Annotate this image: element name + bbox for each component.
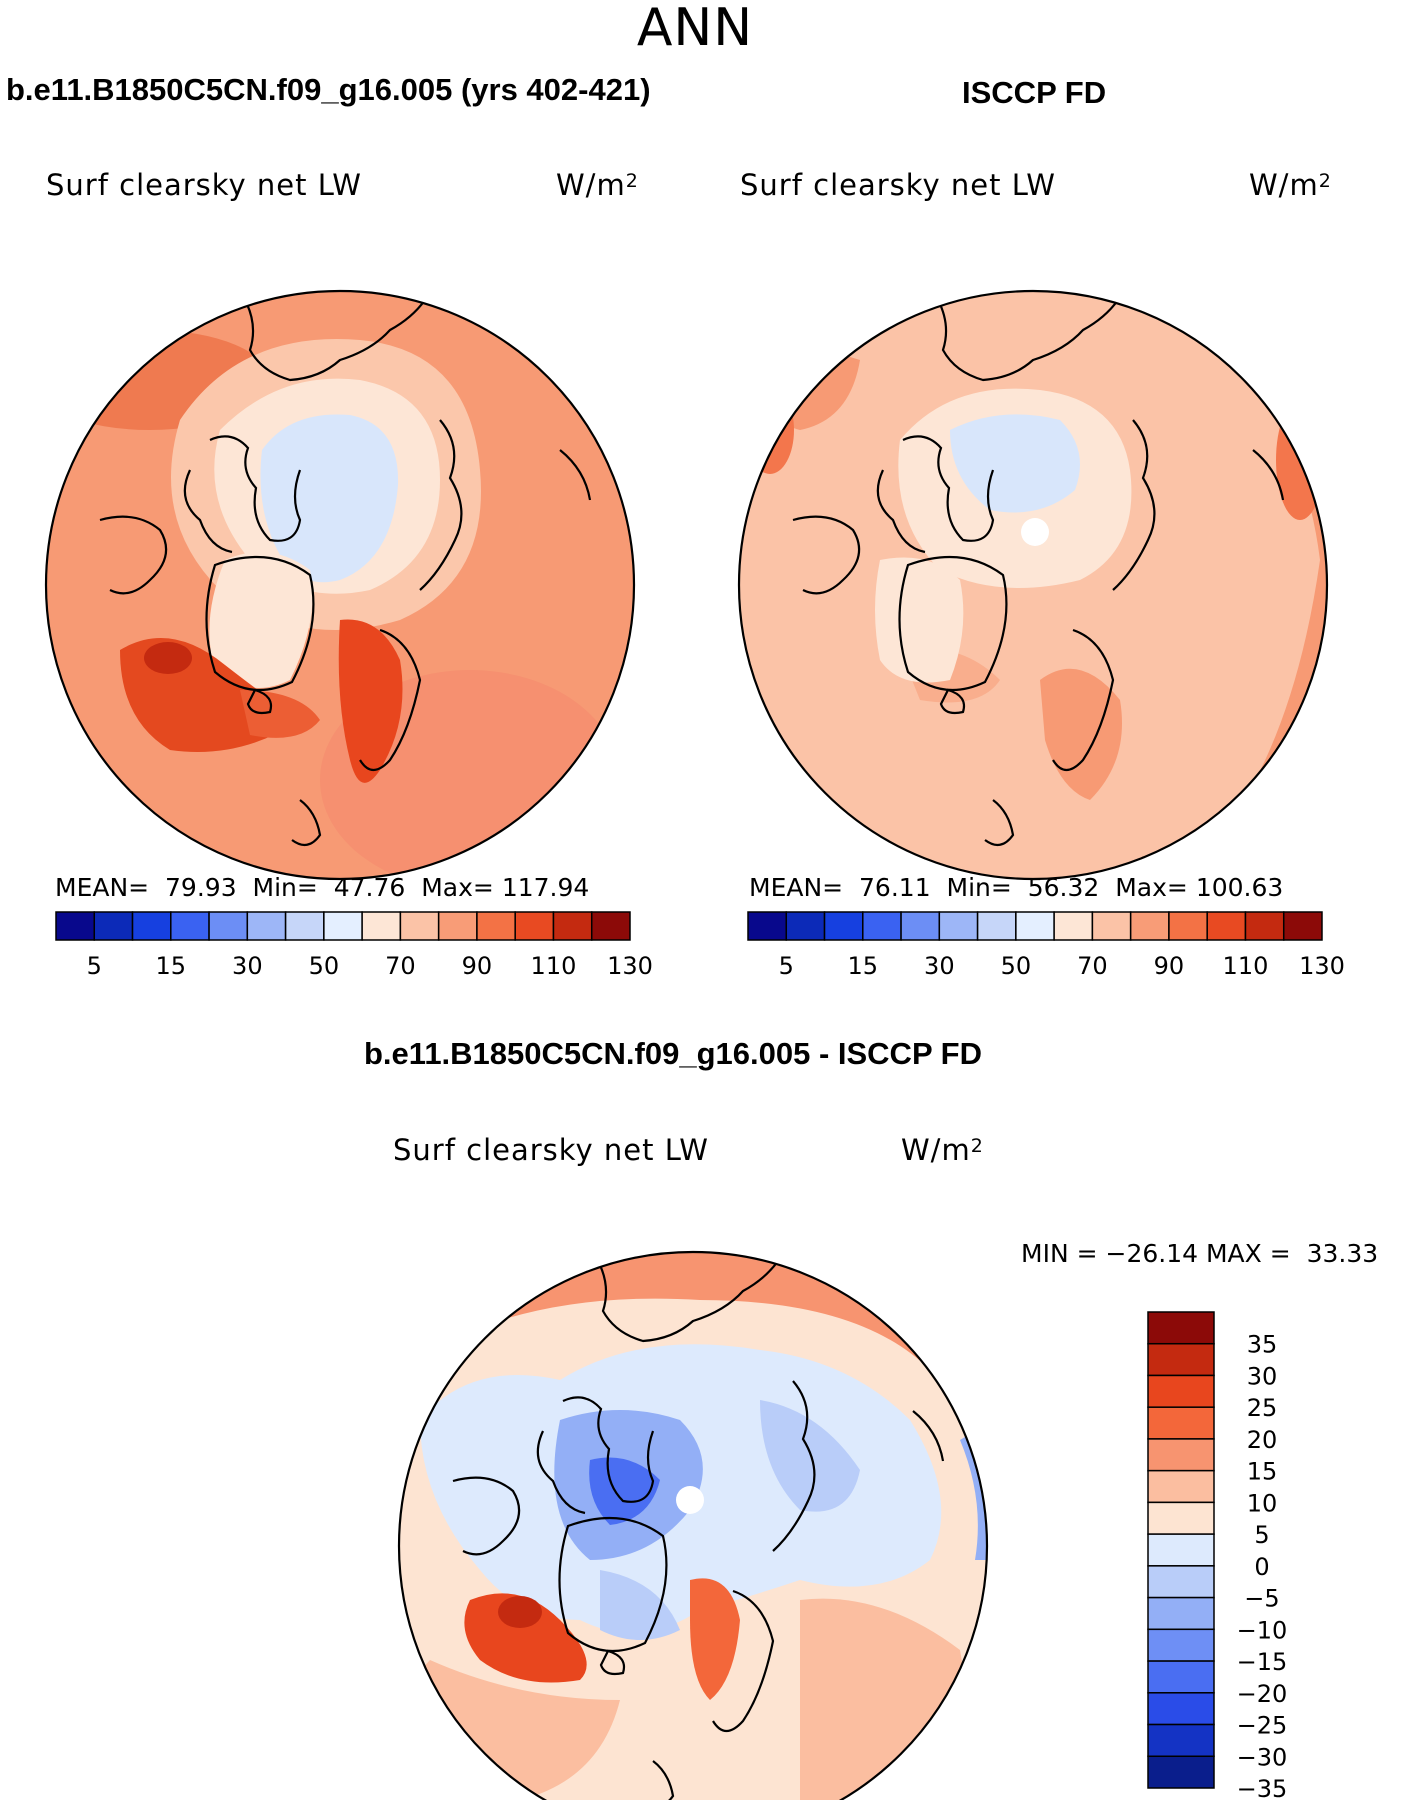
obs-colorbar-tick-label: 110 xyxy=(1223,952,1269,980)
obs-colorbar: 5 15 30 50 70 90 110 130 xyxy=(747,911,1345,980)
obs-colorbar-tick-label: 5 xyxy=(779,952,794,980)
model-colorbar-swatch xyxy=(208,911,249,941)
diff-colorbar-tick-label: −10 xyxy=(1237,1616,1288,1644)
diff-colorbar-tick-label: 25 xyxy=(1247,1394,1278,1422)
diff-colorbar-swatch xyxy=(1147,1501,1215,1535)
obs-colorbar-tick-label: 90 xyxy=(1154,952,1185,980)
diff-minmax: MIN = −26.14 MAX = 33.33 xyxy=(1021,1239,1379,1268)
diff-colorbar-tick-label: 10 xyxy=(1247,1489,1278,1517)
obs-units-label: W/m2 xyxy=(1249,168,1332,202)
diff-colorbar-tick-label: −30 xyxy=(1237,1743,1288,1771)
diff-colorbar-tick-label: 20 xyxy=(1247,1426,1278,1454)
obs-colorbar-swatch xyxy=(823,911,864,941)
diff-colorbar-swatch xyxy=(1147,1723,1215,1758)
model-colorbar-swatch xyxy=(361,911,402,941)
model-colorbar-tick-label: 110 xyxy=(531,952,577,980)
model-colorbar-swatch xyxy=(284,911,325,941)
model-colorbar-tick-label: 130 xyxy=(607,952,653,980)
model-colorbar-swatch xyxy=(399,911,440,941)
obs-colorbar-swatch xyxy=(1244,911,1285,941)
model-stats: MEAN= 79.93 Min= 47.76 Max= 117.94 xyxy=(55,873,590,902)
diff-colorbar-swatch xyxy=(1147,1406,1215,1440)
obs-colorbar-swatch xyxy=(1206,911,1247,941)
diff-colorbar-swatch xyxy=(1147,1628,1215,1662)
obs-colorbar-tick-label: 70 xyxy=(1077,952,1108,980)
diff-colorbar-swatch xyxy=(1147,1660,1215,1694)
model-colorbar-tick-label: 90 xyxy=(462,952,493,980)
obs-colorbar-swatch xyxy=(976,911,1017,941)
model-colorbar-swatch xyxy=(437,911,478,941)
model-colorbar-tick-label: 50 xyxy=(309,952,340,980)
obs-variable-label: Surf clearsky net LW xyxy=(740,168,1056,202)
obs-colorbar-swatch xyxy=(747,911,788,941)
diff-colorbar-swatch xyxy=(1147,1565,1215,1599)
model-polar-map xyxy=(44,289,636,881)
diff-variable-label: Surf clearsky net LW xyxy=(393,1133,709,1167)
diff-panel-title: b.e11.B1850C5CN.f09_g16.005 - ISCCP FD xyxy=(364,1036,983,1071)
model-colorbar-swatch xyxy=(552,911,593,941)
model-colorbar-swatch xyxy=(131,911,172,941)
model-colorbar-tick-label: 5 xyxy=(87,952,102,980)
model-colorbar-tick-label: 30 xyxy=(232,952,263,980)
diff-colorbar-swatch xyxy=(1147,1342,1215,1377)
model-colorbar-tick-label: 70 xyxy=(385,952,416,980)
diff-colorbar-tick-label: 5 xyxy=(1254,1521,1269,1549)
obs-colorbar-swatch xyxy=(862,911,902,941)
model-colorbar-swatch xyxy=(246,911,287,941)
diff-colorbar-tick-label: −5 xyxy=(1244,1585,1279,1613)
model-colorbar-swatch xyxy=(590,911,631,941)
diff-colorbar-swatch xyxy=(1147,1469,1215,1504)
obs-colorbar-swatch xyxy=(1015,911,1055,941)
obs-colorbar-tick-label: 15 xyxy=(848,952,879,980)
model-colorbar-tick-label: 15 xyxy=(156,952,187,980)
diff-colorbar-swatch xyxy=(1147,1755,1215,1789)
diff-colorbar-swatch xyxy=(1147,1596,1215,1631)
diff-polar-map xyxy=(397,1250,989,1800)
obs-colorbar-swatch xyxy=(900,911,941,941)
obs-colorbar-swatch xyxy=(1053,911,1094,941)
obs-colorbar-swatch xyxy=(938,911,979,941)
obs-panel-title: ISCCP FD xyxy=(962,75,1107,110)
model-panel-title: b.e11.B1850C5CN.f09_g16.005 (yrs 402-421… xyxy=(6,72,651,107)
model-colorbar: 5 15 30 50 70 90 110 130 xyxy=(55,911,653,980)
obs-colorbar-swatch xyxy=(1129,911,1170,941)
obs-colorbar-swatch xyxy=(1091,911,1132,941)
model-colorbar-swatch xyxy=(93,911,134,941)
diff-colorbar-tick-label: −35 xyxy=(1237,1775,1288,1800)
model-colorbar-swatch xyxy=(170,911,210,941)
diff-colorbar-swatch xyxy=(1147,1692,1215,1726)
obs-colorbar-swatch xyxy=(1168,911,1208,941)
diff-colorbar-tick-label: −15 xyxy=(1237,1648,1288,1676)
diff-colorbar-swatch xyxy=(1147,1374,1215,1408)
diff-units-label: W/m2 xyxy=(901,1133,984,1167)
diff-colorbar-tick-label: 30 xyxy=(1247,1362,1278,1390)
obs-colorbar-swatch xyxy=(785,911,826,941)
diff-colorbar-swatch xyxy=(1147,1533,1215,1567)
diff-colorbar: 35 30 25 20 15 10 5 0 −5 −10 −15 −20 −25 −30 −35 xyxy=(1147,1311,1288,1800)
season-title: ANN xyxy=(636,0,754,58)
obs-colorbar-tick-label: 50 xyxy=(1001,952,1032,980)
obs-colorbar-tick-label: 130 xyxy=(1299,952,1345,980)
obs-colorbar-tick-label: 30 xyxy=(924,952,955,980)
diff-colorbar-tick-label: −20 xyxy=(1237,1680,1288,1708)
model-colorbar-swatch xyxy=(55,911,96,941)
model-variable-label: Surf clearsky net LW xyxy=(46,168,362,202)
model-colorbar-swatch xyxy=(323,911,363,941)
diff-colorbar-tick-label: −25 xyxy=(1237,1712,1288,1740)
obs-polar-map xyxy=(737,289,1329,881)
diff-colorbar-swatch xyxy=(1147,1311,1215,1345)
obs-colorbar-swatch xyxy=(1282,911,1323,941)
model-colorbar-swatch xyxy=(476,911,516,941)
diff-colorbar-tick-label: 0 xyxy=(1254,1553,1269,1581)
diff-colorbar-swatch xyxy=(1147,1438,1215,1472)
diff-colorbar-tick-label: 35 xyxy=(1247,1331,1278,1359)
model-units-label: W/m2 xyxy=(556,168,639,202)
model-colorbar-swatch xyxy=(514,911,555,941)
diff-colorbar-tick-label: 15 xyxy=(1247,1458,1278,1486)
